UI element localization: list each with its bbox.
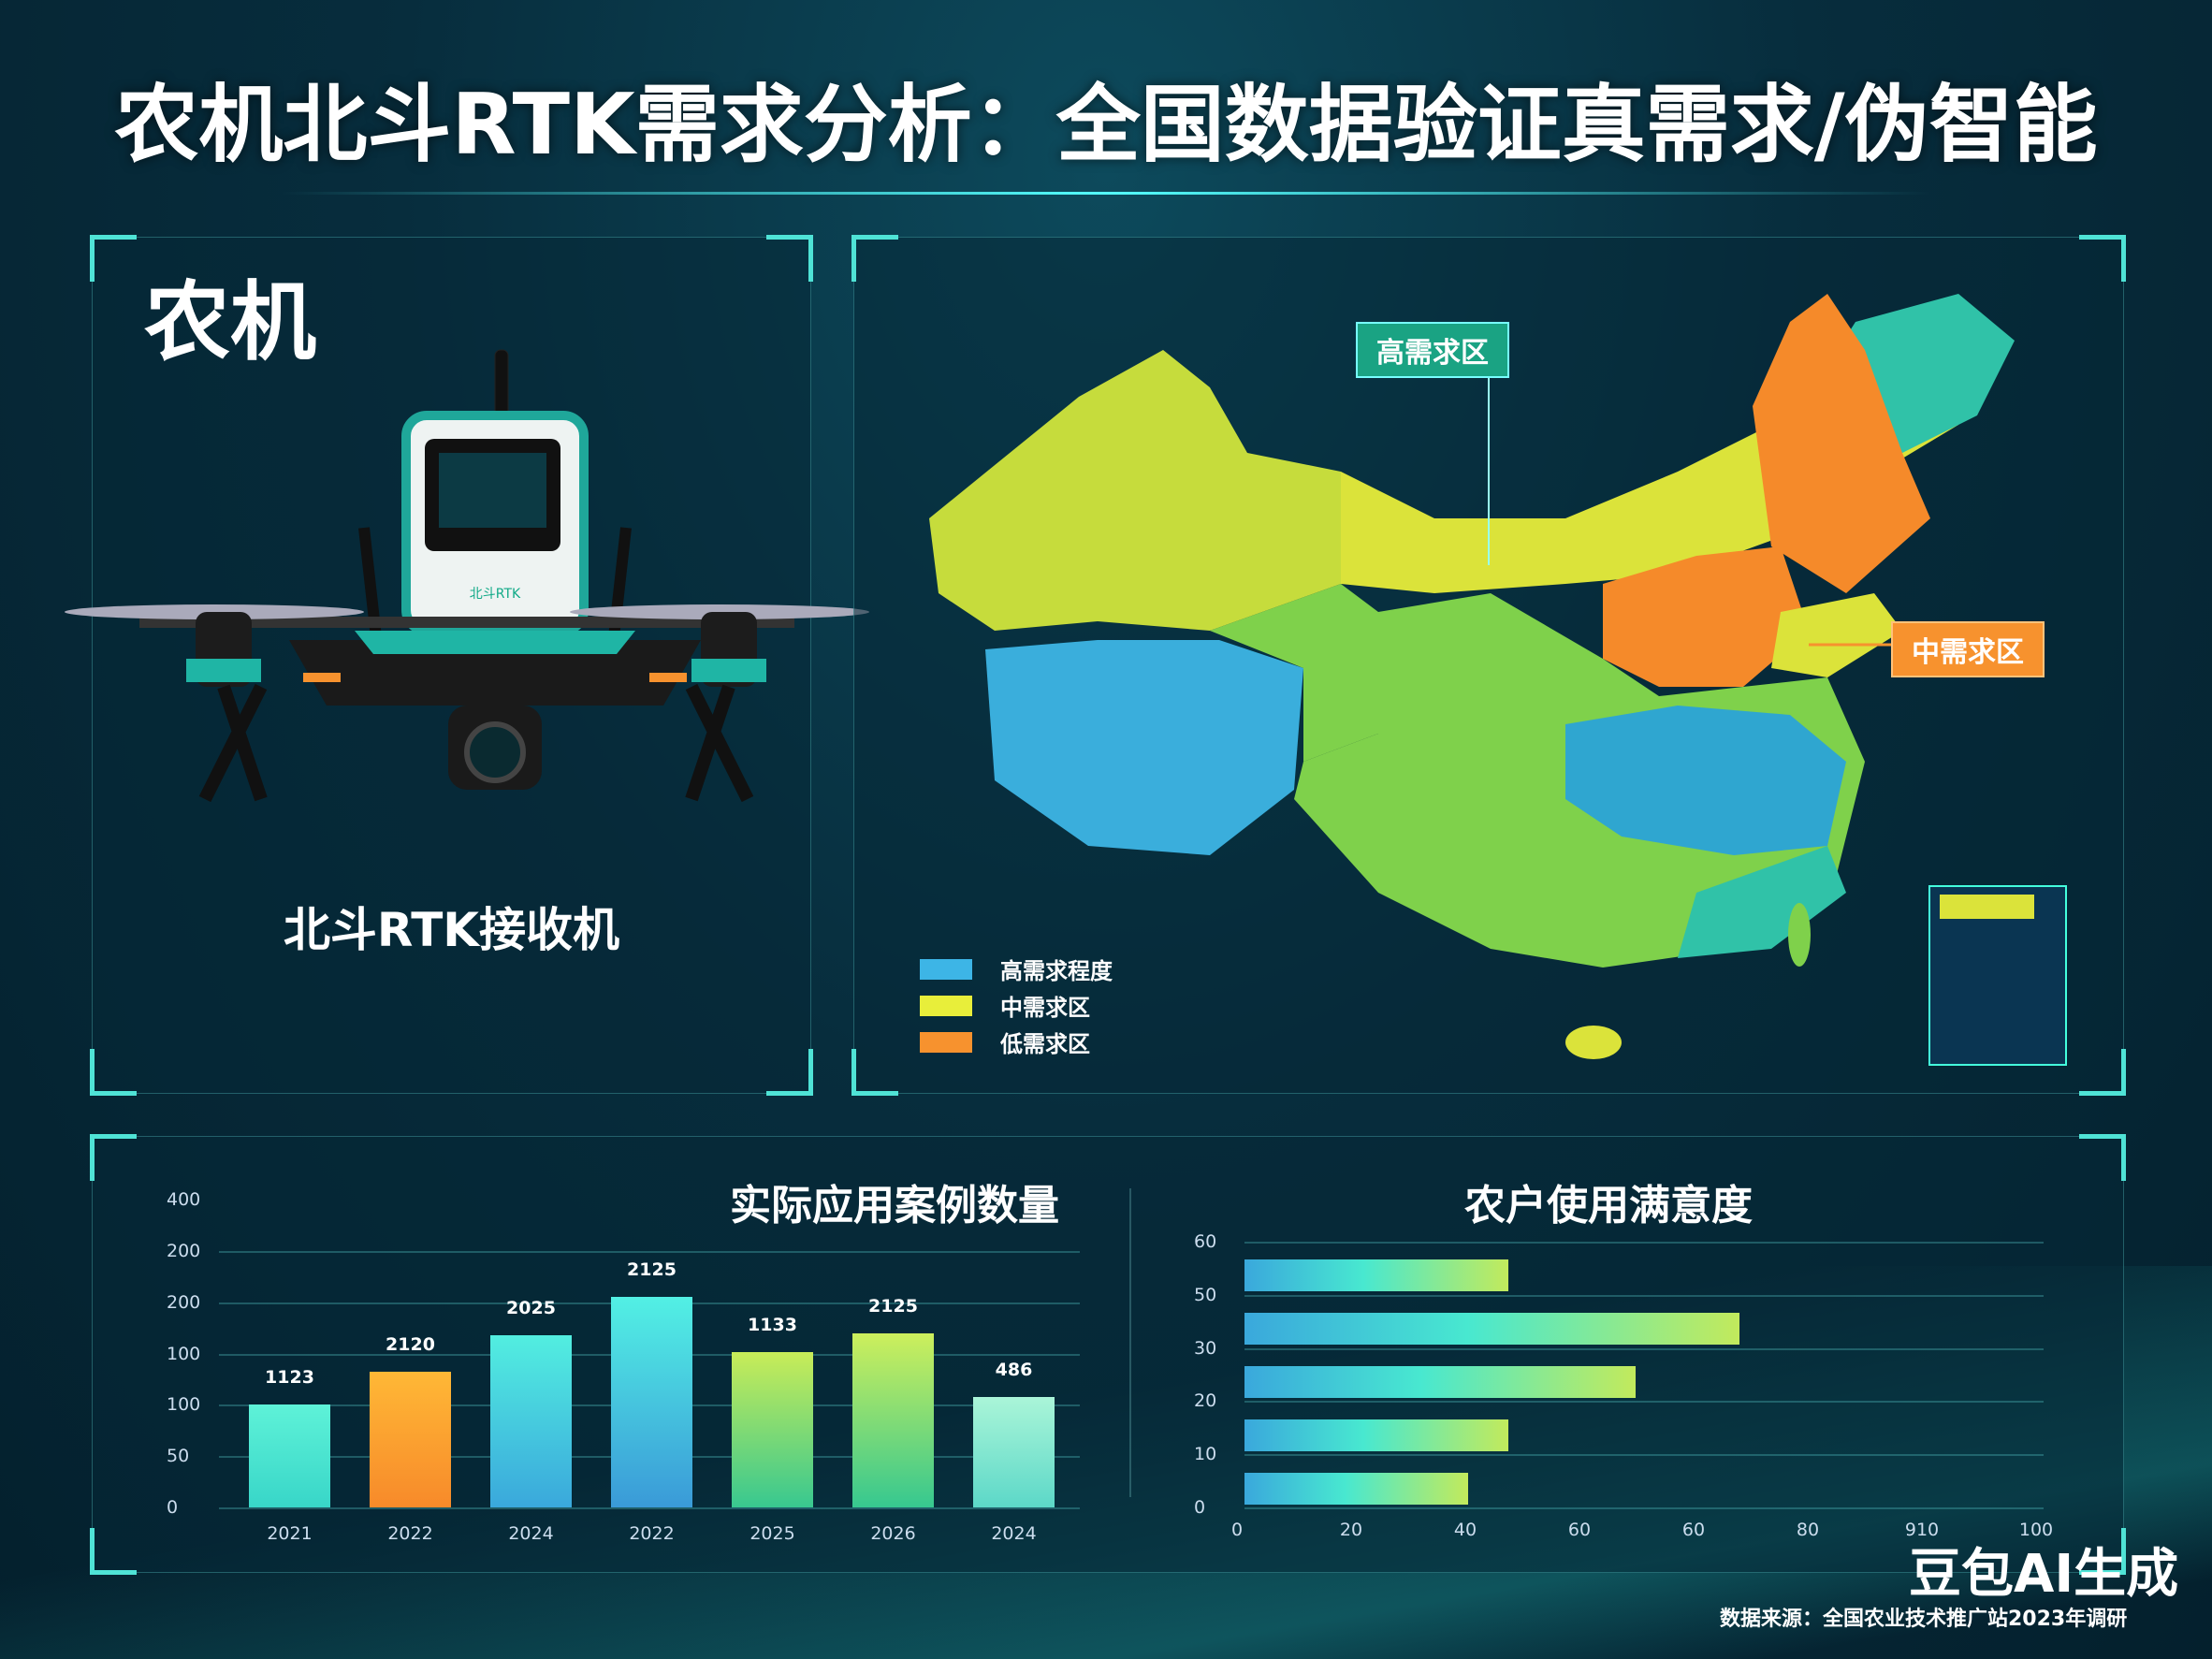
- x-tick-label: 2025: [749, 1523, 795, 1544]
- y-tick-label: 20: [1194, 1390, 1217, 1412]
- region-coast-teal: [1678, 846, 1846, 958]
- y-tick-label: 100: [167, 1394, 201, 1416]
- x-tick-label: 2024: [991, 1523, 1037, 1544]
- bar: [1244, 1419, 1508, 1451]
- watermark: 豆包AI生成: [1909, 1544, 2179, 1605]
- device-label: 北斗RTK接收机: [283, 903, 620, 957]
- map-legend: 高需求程度中需求区低需求区: [920, 951, 1113, 1060]
- bar: [852, 1332, 934, 1507]
- region-west: [929, 350, 1341, 631]
- drone-illustration: 北斗RTK: [65, 349, 869, 803]
- bar-data-label: 2120: [386, 1333, 435, 1355]
- chart2-title: 农户使用满意度: [1464, 1182, 1753, 1230]
- y-tick-label: 100: [167, 1343, 201, 1364]
- data-source: 数据来源：全国农业技术推广站2023年调研: [1720, 1608, 2128, 1631]
- y-tick-label: 200: [167, 1240, 201, 1261]
- bar-data-label: 1123: [265, 1367, 314, 1389]
- gridline: [1244, 1294, 2044, 1297]
- x-tick-label: 2026: [870, 1523, 916, 1544]
- gridline: [1244, 1242, 2044, 1244]
- gridline: [1244, 1347, 2044, 1350]
- bar: [1244, 1472, 1469, 1505]
- device-panel-heading: 农机: [144, 272, 317, 372]
- legend-item: 低需求区: [920, 1024, 1113, 1060]
- page-title: 农机北斗RTK需求分析：全国数据验证真需求/伪智能: [114, 76, 2098, 174]
- region-tibet: [985, 640, 1303, 855]
- high-demand-tag: 高需求区: [1356, 322, 1509, 378]
- bar: [611, 1297, 692, 1507]
- legend-swatch: [920, 958, 972, 980]
- gridline: [1244, 1401, 2044, 1404]
- legend-swatch: [920, 1031, 972, 1053]
- inset-region: [1940, 895, 2034, 919]
- bar: [973, 1397, 1055, 1507]
- x-tick-label: 100: [2018, 1520, 2054, 1540]
- legend-item: 中需求区: [920, 987, 1113, 1024]
- bar: [1244, 1366, 1637, 1398]
- south-china-sea-inset: [1928, 885, 2067, 1066]
- device-screen-brand: 北斗RTK: [470, 587, 521, 602]
- y-tick-label: 10: [1194, 1444, 1217, 1465]
- chart-divider: [1129, 1188, 1131, 1497]
- device-panel: 农机 北斗RTK 北斗RTK接收机: [65, 235, 869, 1096]
- y-tick-label: 0: [1194, 1497, 1206, 1518]
- region-central-orange: [1603, 546, 1809, 687]
- bar-data-label: 486: [995, 1360, 1033, 1381]
- x-tick-label: 60: [1681, 1520, 1706, 1540]
- gridline: [219, 1250, 1080, 1253]
- x-tick-label: 60: [1567, 1520, 1592, 1540]
- gridline: [1244, 1454, 2044, 1457]
- chart1-title: 实际应用案例数量: [730, 1182, 1059, 1230]
- title-underline: [281, 192, 1931, 195]
- bar: [490, 1335, 572, 1507]
- x-tick-label: 0: [1230, 1520, 1244, 1540]
- x-tick-label: 20: [1339, 1520, 1363, 1540]
- x-tick-label: 2024: [508, 1523, 554, 1544]
- mid-demand-tag: 中需求区: [1891, 621, 2045, 677]
- x-tick-label: 2021: [267, 1523, 313, 1544]
- bar: [370, 1371, 451, 1507]
- bar-data-label: 2025: [506, 1298, 556, 1319]
- bar-data-label: 2125: [627, 1259, 677, 1281]
- map-panel: 高需求区 中需求区 高需求程度 中需求区 低需求区: [851, 235, 2126, 1096]
- y-tick-label: 0: [167, 1497, 179, 1518]
- legend-label: 低需求区: [1000, 1031, 1090, 1057]
- x-tick-label: 40: [1453, 1520, 1477, 1540]
- y-tick-label: 400: [167, 1189, 201, 1210]
- region-qinghai: [1210, 584, 1378, 762]
- x-tick-label: 2022: [387, 1523, 433, 1544]
- x-tick-label: 80: [1796, 1520, 1820, 1540]
- gridline: [1244, 1507, 2044, 1509]
- bar: [732, 1352, 813, 1507]
- y-tick-label: 60: [1194, 1231, 1217, 1252]
- bar-data-label: 2125: [868, 1295, 918, 1317]
- legend-label: 高需求程度: [1000, 958, 1113, 984]
- x-tick-label: 2022: [629, 1523, 675, 1544]
- china-demand-map[interactable]: [854, 238, 2125, 1095]
- bar: [1244, 1313, 1740, 1346]
- y-tick-label: 200: [167, 1291, 201, 1313]
- legend-swatch: [920, 995, 972, 1016]
- bar: [249, 1404, 330, 1507]
- y-tick-label: 30: [1194, 1337, 1217, 1359]
- legend-label: 中需求区: [1000, 995, 1090, 1021]
- x-tick-label: 910: [1904, 1520, 1940, 1540]
- y-tick-label: 50: [1194, 1284, 1217, 1305]
- bar-data-label: 1133: [748, 1315, 797, 1336]
- region-shandong: [1771, 593, 1902, 677]
- legend-item: 高需求程度: [920, 951, 1113, 987]
- y-tick-label: 50: [167, 1446, 190, 1467]
- region-southeast-blue: [1565, 706, 1846, 855]
- x-axis-line: [219, 1507, 1080, 1509]
- region-taiwan: [1788, 903, 1811, 967]
- bar: [1244, 1259, 1508, 1292]
- region-hainan: [1565, 1026, 1622, 1059]
- region-northeast-orange: [1753, 294, 1930, 593]
